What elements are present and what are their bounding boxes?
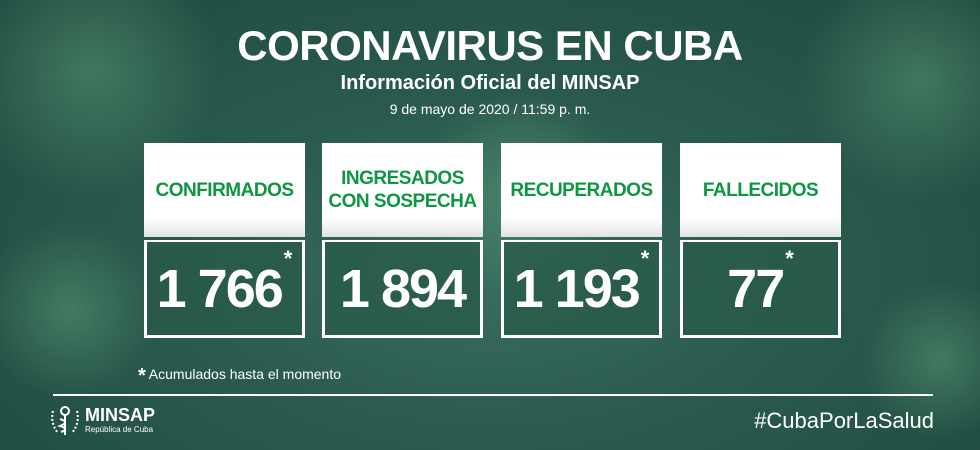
subtitle: Información Oficial del MINSAP — [340, 72, 640, 94]
virus-image — [0, 220, 160, 400]
card-ingresados: INGRESADOS CON SOSPECHA 1 894 — [322, 143, 483, 338]
card-value-box: 77 * — [680, 240, 841, 338]
card-value: 77 — [727, 258, 785, 319]
card-value: 1 766 — [156, 258, 284, 319]
card-label: RECUPERADOS — [501, 143, 662, 237]
card-label: CONFIRMADOS — [144, 143, 305, 237]
card-value: 1 894 — [339, 258, 467, 319]
caduceus-emblem-icon — [51, 406, 79, 435]
divider — [53, 394, 933, 396]
asterisk: * — [785, 246, 794, 271]
hashtag: #CubaPorLaSalud — [754, 408, 934, 433]
logo-name: MINSAP — [85, 405, 156, 425]
virus-image — [860, 280, 980, 440]
asterisk: * — [138, 365, 146, 387]
logo-subtitle: República de Cuba — [85, 425, 154, 434]
card-confirmados: CONFIRMADOS 1 766 * — [144, 143, 305, 338]
footnote-text: Acumulados hasta el momento — [148, 366, 342, 382]
page-title: CORONAVIRUS EN CUBA — [237, 22, 743, 69]
card-value-box: 1 193 * — [501, 240, 662, 338]
card-label: INGRESADOS CON SOSPECHA — [322, 143, 483, 237]
card-value-box: 1 894 — [322, 240, 483, 338]
card-fallecidos: FALLECIDOS 77 * — [680, 143, 841, 338]
date: 9 de mayo de 2020 / 11:59 p. m. — [389, 101, 591, 117]
card-value-box: 1 766 * — [144, 240, 305, 338]
card-recuperados: RECUPERADOS 1 193 * — [501, 143, 662, 338]
footnote: * Acumulados hasta el momento — [138, 365, 341, 388]
card-value: 1 193 — [513, 258, 641, 319]
card-label: FALLECIDOS — [680, 143, 841, 237]
asterisk: * — [283, 246, 293, 271]
asterisk: * — [640, 246, 650, 271]
minsap-logo: MINSAP República de Cuba — [48, 403, 155, 437]
